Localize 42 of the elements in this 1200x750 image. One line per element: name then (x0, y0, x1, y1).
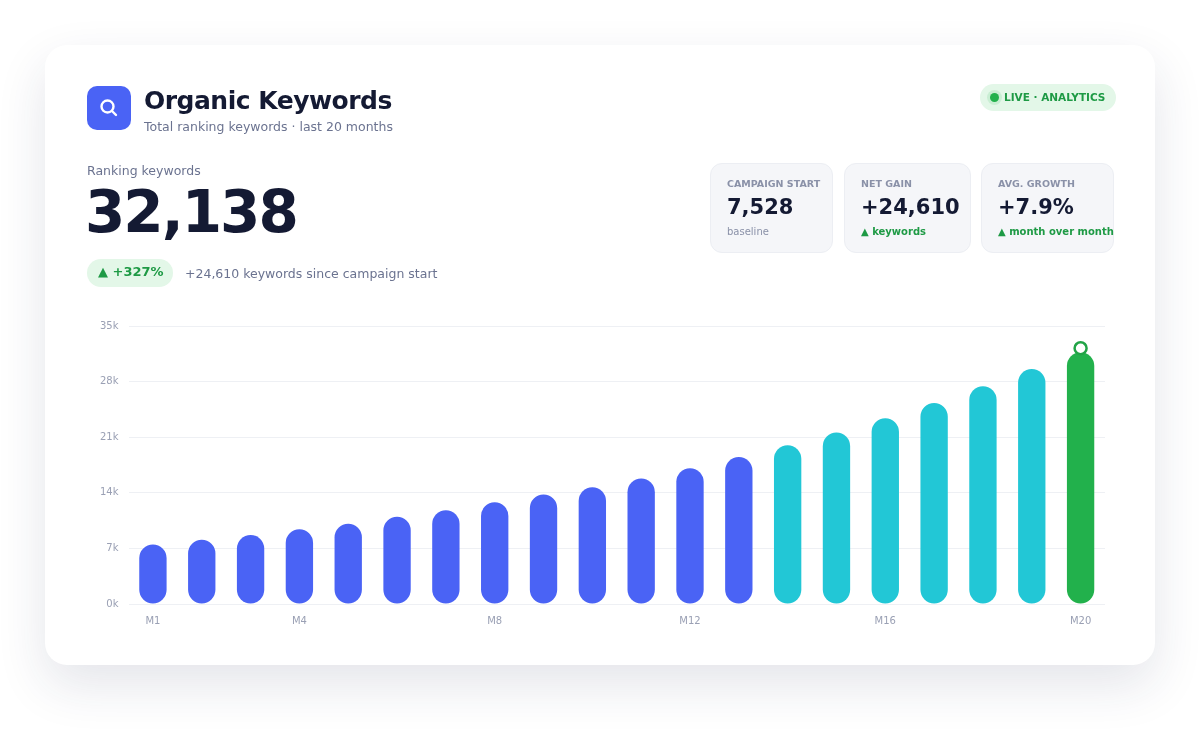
text: +24,610 keywords since campaign start (185, 266, 438, 281)
text: NET GAIN (861, 178, 912, 189)
text: AVG. GROWTH (998, 178, 1075, 189)
chart-title: Organic Keywords (144, 86, 392, 115)
text: baseline (727, 226, 769, 237)
bar (969, 386, 997, 604)
text: LIVE · ANALYTICS (1004, 91, 1106, 103)
bar (1018, 368, 1046, 604)
bar (773, 445, 802, 604)
text: +24,610 (861, 195, 960, 219)
x-tick-label: M8 (487, 614, 503, 626)
bar (529, 494, 558, 604)
text: 32,138 (85, 178, 297, 246)
y-tick-label: 14k (100, 486, 119, 498)
x-tick-label: M16 (874, 614, 896, 626)
y-tick-label: 28k (100, 375, 119, 387)
chart-subtitle: Total ranking keywords · last 20 months (144, 119, 393, 134)
y-tick-label: 0k (106, 597, 119, 609)
bar (676, 468, 704, 604)
text: Ranking keywords (87, 163, 201, 178)
bar (578, 487, 607, 604)
bar (432, 510, 460, 604)
bar (871, 418, 899, 604)
y-tick-label: 7k (106, 541, 119, 553)
y-tick-label: 35k (100, 319, 119, 331)
text: ▲ month over month (998, 226, 1114, 237)
x-tick-label: M4 (291, 614, 307, 626)
text: CAMPAIGN START (727, 178, 821, 189)
x-tick-label: M12 (679, 614, 701, 626)
bar (920, 403, 948, 604)
text: ▲ +327% (98, 264, 164, 279)
x-tick-label: M20 (1069, 614, 1092, 626)
text: ▲ keywords (861, 226, 927, 237)
x-tick-label: M1 (145, 614, 161, 626)
text: +7.9% (998, 195, 1074, 219)
text: 7,528 (727, 195, 794, 219)
bar (481, 502, 509, 604)
bar (627, 478, 655, 604)
y-tick-label: 21k (100, 430, 119, 442)
bar (822, 432, 851, 604)
bar (1066, 352, 1095, 604)
bar (725, 457, 753, 604)
